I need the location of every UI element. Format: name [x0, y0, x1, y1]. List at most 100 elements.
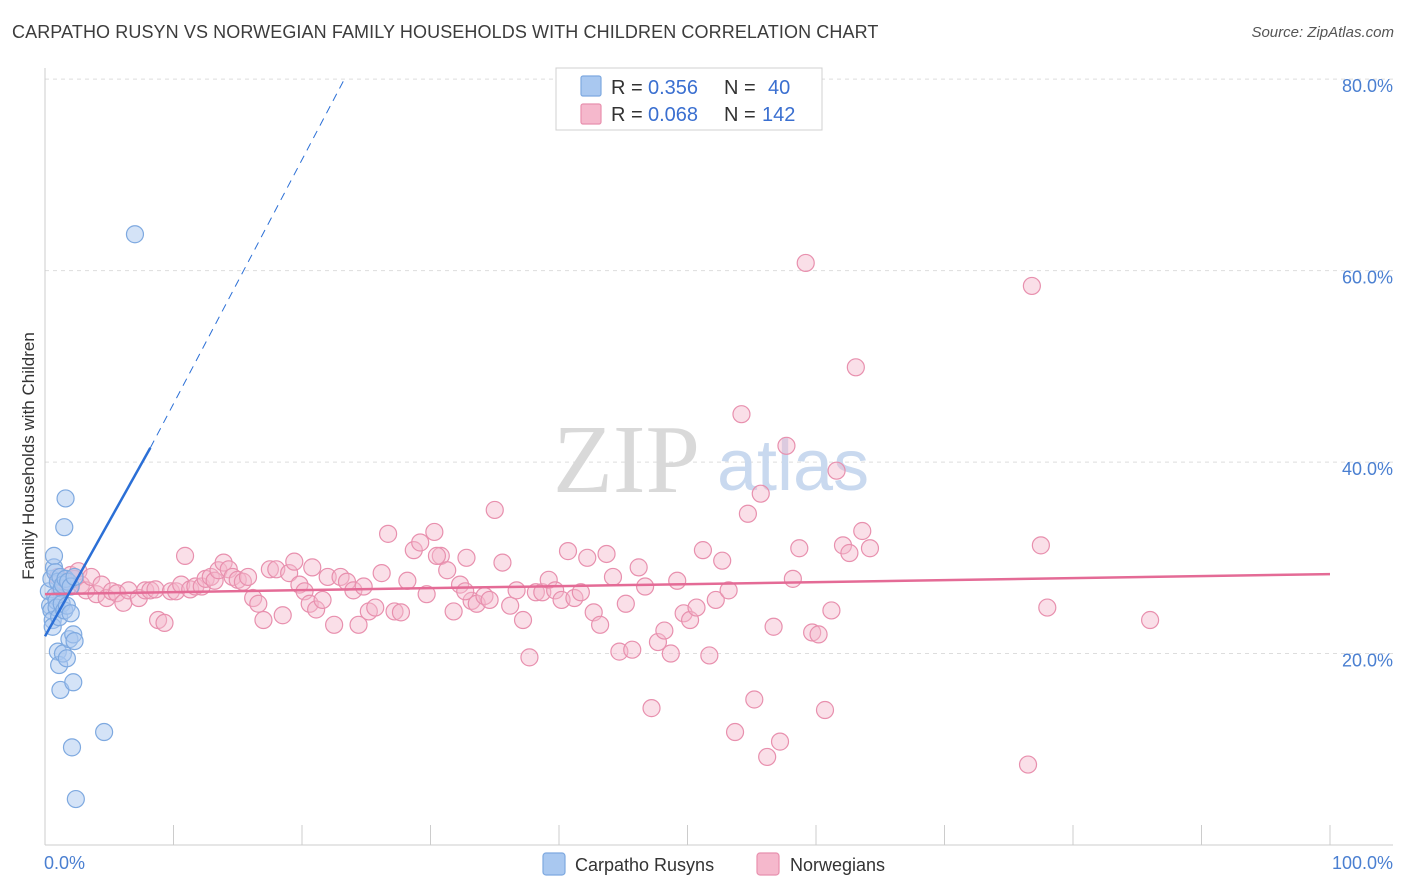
- norwegian-point-54: [325, 615, 344, 634]
- norwegian-point-93: [571, 583, 590, 602]
- norwegian-point-116: [719, 581, 738, 600]
- norwegian-point-135: [840, 543, 859, 563]
- legend-n-label-1: N =: [724, 77, 756, 99]
- carpatho-rusyn-point-26: [57, 649, 76, 668]
- norwegian-point-139: [1022, 276, 1041, 296]
- norwegian-point-94: [578, 548, 597, 567]
- carpatho-rusyn-point-34: [64, 673, 83, 692]
- norwegian-point-26: [175, 546, 195, 565]
- series-legend-label-norwegians: Norwegians: [790, 855, 885, 875]
- y-tick-label-20: 20.0%: [1342, 651, 1393, 671]
- norwegian-point-46: [280, 564, 299, 583]
- norwegian-point-111: [687, 598, 706, 617]
- carpatho-rusyn-point-39: [125, 225, 145, 244]
- norwegian-point-131: [815, 700, 835, 720]
- norwegian-point-72: [438, 561, 457, 580]
- norwegian-point-81: [493, 553, 512, 572]
- carpatho-rusyn-point-7: [44, 546, 64, 565]
- norwegian-point-142: [1038, 598, 1057, 617]
- norwegian-point-100: [616, 594, 635, 613]
- norwegian-point-126: [783, 569, 802, 588]
- norwegian-point-20: [146, 580, 165, 599]
- norwegian-point-101: [623, 640, 642, 659]
- legend-r-label-1: R =: [611, 77, 643, 99]
- norwegian-point-108: [668, 571, 687, 590]
- series-legend-swatch-pink: [756, 852, 780, 876]
- norwegian-point-144: [456, 582, 475, 601]
- legend-n-label-2: N =: [724, 104, 756, 126]
- carpatho-rusyn-point-32: [62, 738, 82, 757]
- norwegian-point-19: [141, 581, 160, 600]
- norwegian-point-114: [706, 590, 725, 610]
- norwegian-point-96: [591, 615, 610, 634]
- norwegian-point-120: [745, 690, 764, 709]
- carpatho-rusyn-point-35: [65, 631, 84, 651]
- norwegian-point-22: [155, 613, 174, 633]
- norwegian-point-51: [307, 600, 326, 619]
- y-tick-label-60: 60.0%: [1342, 268, 1393, 288]
- norwegian-point-118: [732, 405, 751, 424]
- norwegian-point-88: [539, 570, 558, 589]
- norwegian-point-107: [661, 644, 680, 663]
- legend-swatch-blue: [580, 75, 602, 97]
- norwegian-point-121: [751, 484, 770, 503]
- carpatho-rusyn-point-37: [66, 789, 85, 809]
- x-tick-label-min: 0.0%: [44, 853, 85, 873]
- y-tick-label-40: 40.0%: [1342, 459, 1393, 479]
- axes: [44, 68, 1393, 846]
- norwegian-point-146: [303, 558, 322, 577]
- norwegian-point-122: [758, 747, 777, 767]
- norwegian-point-41: [249, 594, 268, 613]
- norwegian-point-53: [318, 567, 337, 587]
- carpatho-rusyn-point-25: [56, 489, 75, 508]
- x-tick-label-max: 100.0%: [1332, 853, 1393, 873]
- watermark-zip: ZIP: [553, 406, 700, 514]
- y-axis-title: Family Households with Children: [19, 332, 38, 580]
- norwegian-point-128: [796, 253, 815, 273]
- norwegian-point-91: [558, 542, 578, 561]
- norwegian-point-106: [655, 621, 674, 640]
- norwegian-point-27: [181, 580, 200, 599]
- legend-swatch-pink: [580, 103, 602, 125]
- norwegian-point-75: [457, 548, 476, 567]
- norwegian-point-98: [603, 567, 623, 587]
- norwegian-point-82: [501, 596, 520, 615]
- legend-r-label-2: R =: [611, 104, 643, 126]
- norwegian-point-70: [425, 522, 444, 542]
- norwegian-point-85: [520, 648, 539, 667]
- norwegian-point-141: [1031, 536, 1050, 555]
- norwegian-point-86: [526, 583, 545, 602]
- norwegian-point-102: [629, 558, 648, 577]
- norwegian-point-83: [507, 581, 526, 600]
- norwegian-point-69: [417, 585, 436, 604]
- series-legend: Carpatho Rusyns Norwegians: [542, 852, 885, 876]
- norwegian-point-138: [1018, 755, 1038, 774]
- norwegian-point-97: [597, 544, 616, 564]
- norwegian-point-43: [260, 560, 279, 579]
- chart-source: Source: ZipAtlas.com: [1251, 24, 1394, 41]
- norwegian-point-119: [738, 504, 757, 523]
- norwegian-point-133: [827, 461, 846, 480]
- norwegian-point-145: [427, 546, 447, 565]
- norwegian-point-130: [809, 625, 828, 644]
- norwegian-point-59: [354, 577, 373, 596]
- norwegian-point-40: [244, 588, 263, 608]
- norwegian-point-124: [770, 732, 790, 751]
- carpatho-rusyns-trend-line: [43, 447, 152, 637]
- norwegian-point-47: [285, 552, 304, 571]
- norwegian-point-66: [398, 571, 417, 590]
- legend-n-value-1: 40: [768, 77, 790, 99]
- norwegian-point-58: [349, 615, 368, 634]
- norwegian-point-32: [205, 571, 224, 590]
- y-tick-label-80: 80.0%: [1342, 76, 1393, 96]
- norwegian-point-45: [273, 606, 292, 625]
- watermark: ZIP atlas: [553, 406, 869, 514]
- norwegian-point-115: [713, 551, 732, 570]
- norwegian-point-63: [378, 524, 398, 543]
- norwegian-point-125: [777, 436, 796, 455]
- norwegian-point-137: [853, 521, 872, 541]
- norwegian-point-136: [846, 358, 865, 377]
- norwegian-point-80: [485, 500, 504, 520]
- norwegian-point-143: [1140, 610, 1160, 630]
- norwegian-point-68: [411, 533, 430, 552]
